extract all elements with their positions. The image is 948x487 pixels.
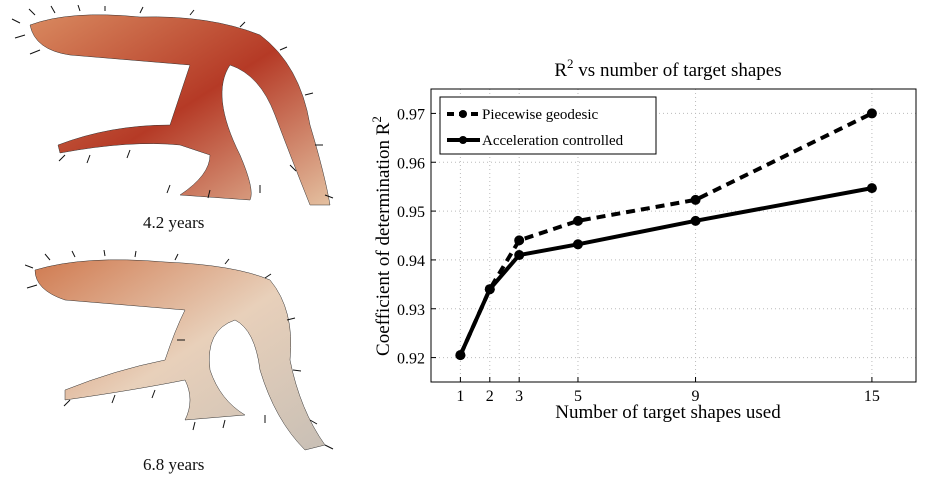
caption-6-8-years: 6.8 years xyxy=(143,455,205,474)
shape-6-8-years-image xyxy=(25,250,334,451)
legend-label-piecewise: Piecewise geodesic xyxy=(482,107,599,123)
x-tick-label: 15 xyxy=(864,388,880,405)
y-tick-label: 0.94 xyxy=(397,253,425,270)
series-1-point xyxy=(484,284,495,295)
y-tick-label: 0.96 xyxy=(397,155,425,172)
y-tick-label: 0.95 xyxy=(397,204,425,221)
x-tick-label: 3 xyxy=(515,388,523,405)
x-axis-label: Number of target shapes used xyxy=(555,402,781,423)
series-0-point xyxy=(514,235,525,246)
series-0-point xyxy=(866,108,877,119)
series-1-point xyxy=(514,250,525,261)
plot-frame xyxy=(430,88,917,383)
caption-4-2-years: 4.2 years xyxy=(143,213,205,232)
chart-title: R2 vs number of target shapes xyxy=(554,56,781,81)
legend-label-acceleration: Acceleration controlled xyxy=(482,133,624,149)
series-1-point xyxy=(572,239,583,250)
series-1-point xyxy=(690,215,701,226)
series-0-point xyxy=(572,215,583,226)
y-axis-label: Coefficient of determination R2 xyxy=(369,116,394,356)
series-line-1 xyxy=(458,186,873,356)
series-0-point xyxy=(690,194,701,205)
y-tick-label: 0.97 xyxy=(397,106,425,123)
legend: Piecewise geodesic Acceleration controll… xyxy=(439,96,657,155)
x-tick-label: 9 xyxy=(692,388,700,405)
x-tick-label: 5 xyxy=(574,388,582,405)
y-tick-label: 0.93 xyxy=(397,302,425,319)
shape-4-2-years-image xyxy=(11,5,334,206)
x-tick-label: 1 xyxy=(456,388,464,405)
series-1-point xyxy=(455,350,466,361)
y-tick-label: 0.92 xyxy=(397,351,425,368)
x-tick-label: 2 xyxy=(486,388,494,405)
series-1-point xyxy=(866,183,877,194)
